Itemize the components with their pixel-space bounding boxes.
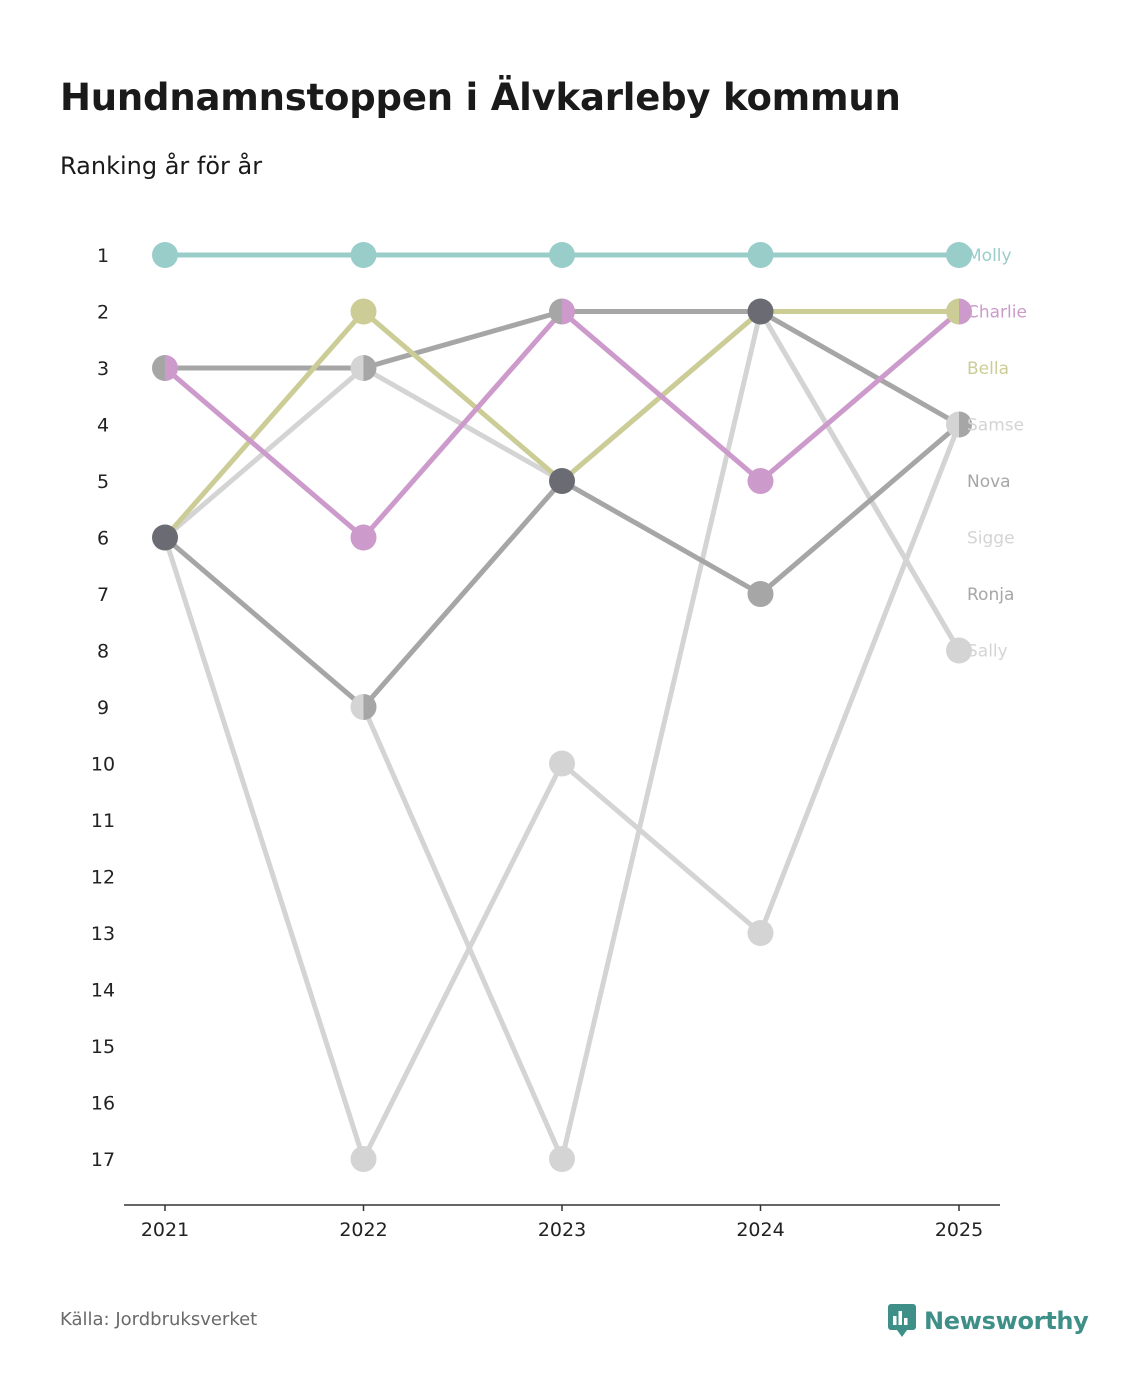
y-tick-label: 12 (91, 867, 115, 889)
x-tick-label: 2022 (339, 1219, 387, 1241)
legend-label-nova: Nova (967, 472, 1011, 492)
y-tick-label: 16 (91, 1093, 115, 1115)
point-marker (549, 750, 575, 777)
point-marker (747, 581, 774, 607)
legend-label-samse: Samse (967, 416, 1024, 436)
point-marker (549, 242, 575, 268)
legend-label-bella: Bella (967, 359, 1009, 379)
y-tick-label: 4 (97, 415, 109, 437)
legend-label-ronja: Ronja (967, 585, 1014, 605)
y-tick-label: 8 (97, 641, 109, 663)
point-marker (350, 1146, 377, 1172)
point-marker-left-half (350, 694, 364, 720)
point-marker (946, 242, 972, 268)
y-tick-label: 9 (97, 697, 109, 719)
legend-label-sally: Sally (967, 642, 1008, 662)
point-marker-right-half (959, 298, 973, 325)
point-marker-right-half (562, 298, 575, 325)
y-tick-label: 6 (97, 528, 109, 550)
x-tick-label: 2025 (935, 1219, 983, 1241)
point-marker (152, 242, 178, 268)
series-lines (162, 252, 962, 1162)
point-marker (747, 242, 774, 268)
x-axis: 2021 2022 2023 2024 2025 (124, 1204, 1000, 1241)
y-tick-label: 10 (91, 754, 115, 776)
y-tick-label: 15 (91, 1036, 115, 1058)
brand-name: Newsworthy (924, 1307, 1089, 1335)
point-marker (350, 242, 377, 268)
y-tick-label: 5 (97, 471, 109, 493)
point-marker (946, 637, 972, 664)
page-subtitle: Ranking år för år (60, 152, 263, 180)
series-line-bella (162, 309, 962, 540)
series-line-charlie (162, 309, 962, 540)
series-line-ronja (162, 309, 962, 427)
point-marker (549, 1146, 575, 1172)
legend-label-sigge: Sigge (967, 529, 1015, 549)
x-tick-label: 2021 (141, 1219, 189, 1241)
series-line-samse (361, 309, 962, 1162)
point-marker (350, 524, 377, 551)
point-marker-right-half (165, 355, 178, 381)
point-marker-left-half (549, 298, 562, 325)
legend: Molly Charlie Bella Samse Nova Sigge Ronja Sall… (967, 246, 1027, 662)
point-marker-right-half (363, 355, 377, 381)
point-marker-left-half (350, 355, 364, 381)
point-marker-right-half (959, 411, 973, 438)
y-tick-label: 11 (91, 810, 115, 832)
x-tick-label: 2024 (736, 1219, 784, 1241)
legend-label-charlie: Charlie (967, 303, 1027, 323)
series-line-sally (162, 422, 962, 1162)
y-tick-label: 1 (97, 245, 109, 267)
y-tick-label: 2 (97, 302, 109, 324)
y-tick-label: 13 (91, 923, 115, 945)
y-tick-label: 3 (97, 358, 109, 380)
newsworthy-logo-icon (888, 1304, 916, 1337)
page-title: Hundnamnstoppen i Älvkarleby kommun (60, 76, 901, 119)
point-marker (747, 920, 774, 946)
legend-label-molly: Molly (967, 246, 1012, 266)
y-tick-label: 17 (91, 1149, 115, 1171)
point-marker-left-half (152, 355, 165, 381)
source-note: Källa: Jordbruksverket (60, 1309, 258, 1330)
brand-logo[interactable]: Newsworthy (888, 1303, 1089, 1339)
point-marker-shared (549, 468, 575, 494)
point-marker-shared (747, 298, 774, 325)
point-marker (747, 468, 774, 494)
y-tick-label: 14 (91, 980, 115, 1002)
point-marker-left-half (946, 298, 959, 325)
y-tick-label: 7 (97, 584, 109, 606)
point-marker-right-half (363, 694, 377, 720)
series-markers (152, 242, 973, 1172)
x-tick-label: 2023 (538, 1219, 586, 1241)
point-marker-shared (152, 524, 178, 551)
point-marker (350, 298, 377, 325)
point-marker-left-half (946, 411, 959, 438)
